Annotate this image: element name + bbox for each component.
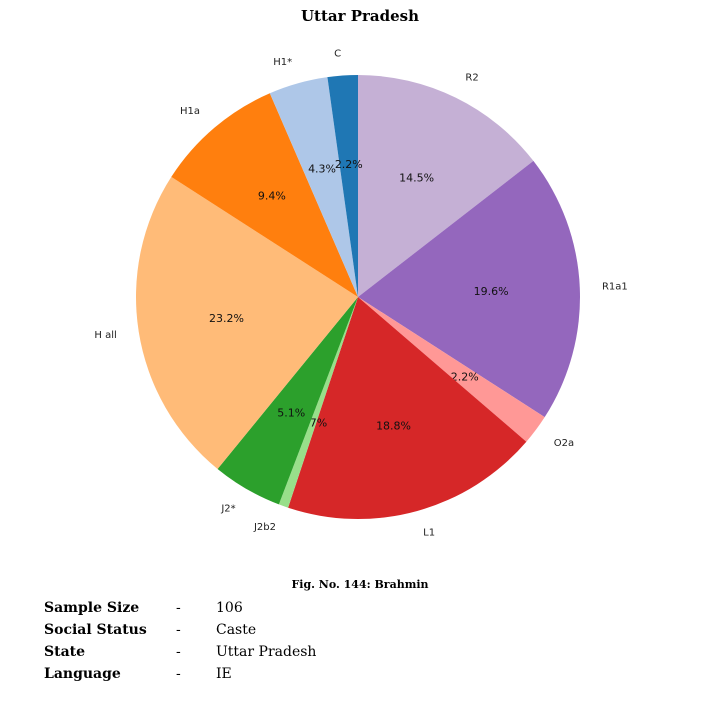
figure-caption: Fig. No. 144: Brahmin	[291, 578, 429, 591]
slice-percent-j2: 5.1%	[277, 406, 305, 419]
info-row-language: Language - IE	[44, 663, 316, 685]
slice-percent-o2a: 2.2%	[451, 371, 479, 384]
pie-slice-j2b2	[278, 297, 358, 508]
slice-label-o2a: O2a	[554, 438, 574, 449]
pie-chart: R214.5%R1a119.6%O2a2.2%L118.8%J2b20.7%J2…	[94, 48, 628, 538]
info-value: Uttar Pradesh	[216, 644, 317, 660]
pie-slice-l1	[288, 297, 527, 519]
pie-slice-h-all	[136, 176, 358, 469]
slice-label-h-all: H all	[94, 330, 116, 341]
slice-percent-c: 2.2%	[335, 158, 363, 171]
slice-percent-r2: 14.5%	[399, 171, 434, 184]
info-row-state: State - Uttar Pradesh	[44, 641, 316, 663]
info-row-social-status: Social Status - Caste	[44, 619, 316, 641]
slice-percent-l1: 18.8%	[376, 419, 411, 432]
slice-label-j2b2: J2b2	[253, 522, 276, 533]
info-key: Social Status	[44, 622, 147, 638]
info-key: Language	[44, 666, 121, 682]
info-dash: -	[176, 666, 181, 682]
slice-label-h1a: H1a	[180, 106, 200, 117]
info-row-sample-size: Sample Size - 106	[44, 597, 316, 619]
slice-label-h1: H1*	[273, 57, 292, 68]
slice-percent-h-all: 23.2%	[209, 312, 244, 325]
info-value: 106	[216, 600, 243, 616]
slice-label-r2: R2	[465, 73, 478, 84]
info-key: Sample Size	[44, 600, 140, 616]
slice-label-c: C	[334, 48, 341, 59]
info-dash: -	[176, 644, 181, 660]
chart-title: Uttar Pradesh	[300, 7, 420, 25]
info-value: Caste	[216, 622, 257, 638]
pie-slice-j2	[217, 297, 358, 505]
slice-label-j2: J2*	[220, 503, 235, 514]
pie-slice-h1	[269, 77, 358, 298]
slice-percent-h1: 4.3%	[308, 163, 336, 176]
pie-slice-r2	[358, 75, 534, 297]
slice-percent-h1a: 9.4%	[258, 189, 286, 202]
slice-label-r1a1: R1a1	[602, 281, 628, 292]
info-key: State	[44, 644, 86, 660]
sample-info-table: Sample Size - 106 Social Status - Caste …	[44, 597, 316, 685]
pie-slice-r1a1	[358, 160, 580, 418]
pie-slice-h1a	[171, 93, 358, 297]
info-dash: -	[176, 622, 181, 638]
info-value: IE	[216, 666, 232, 682]
pie-slice-c	[327, 75, 358, 297]
info-dash: -	[176, 600, 181, 616]
slice-percent-r1a1: 19.6%	[474, 285, 509, 298]
pie-slice-o2a	[358, 297, 545, 442]
slice-label-l1: L1	[423, 527, 435, 538]
